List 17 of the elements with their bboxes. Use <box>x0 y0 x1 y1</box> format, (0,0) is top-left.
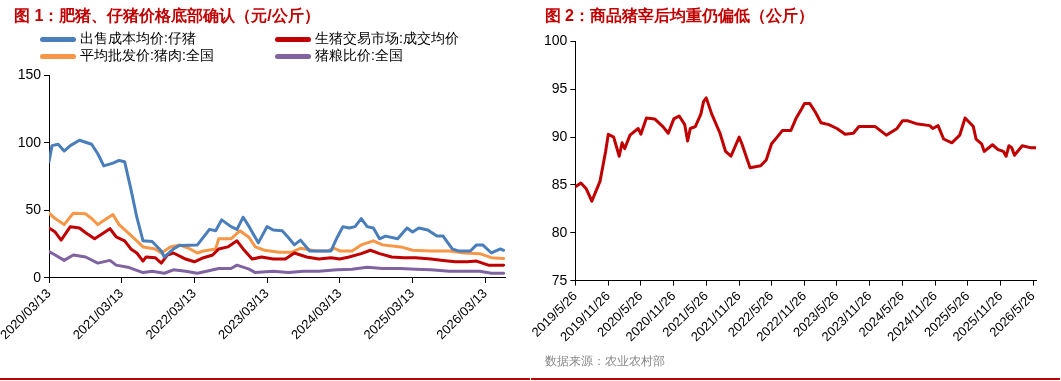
legend-label: 生猪交易市场:成交均价 <box>315 30 459 46</box>
chart-title: 图 2：商品猪宰后均重仍偏低（公斤） <box>543 6 815 26</box>
legend-label: 平均批发价:猪肉:全国 <box>80 47 214 63</box>
y-tick-label: 85 <box>551 175 568 192</box>
y-tick-label: 95 <box>551 80 568 97</box>
y-tick-label: 50 <box>25 201 42 218</box>
y-tick-label: 100 <box>17 133 42 150</box>
legend-label: 猪粮比价:全国 <box>315 47 403 63</box>
chart-title: 图 1：肥猪、仔猪价格底部确认（元/公斤） <box>13 6 321 26</box>
y-tick-label: 100 <box>543 32 568 49</box>
source-note: 数据来源：农业农村部 <box>544 353 665 370</box>
legend-label: 出售成本均价:仔猪 <box>80 30 196 46</box>
y-tick-label: 150 <box>17 66 42 83</box>
y-tick-label: 90 <box>551 127 568 144</box>
y-tick-label: 80 <box>551 223 568 240</box>
y-tick-label: 0 <box>33 268 42 285</box>
y-tick-label: 75 <box>551 271 568 288</box>
